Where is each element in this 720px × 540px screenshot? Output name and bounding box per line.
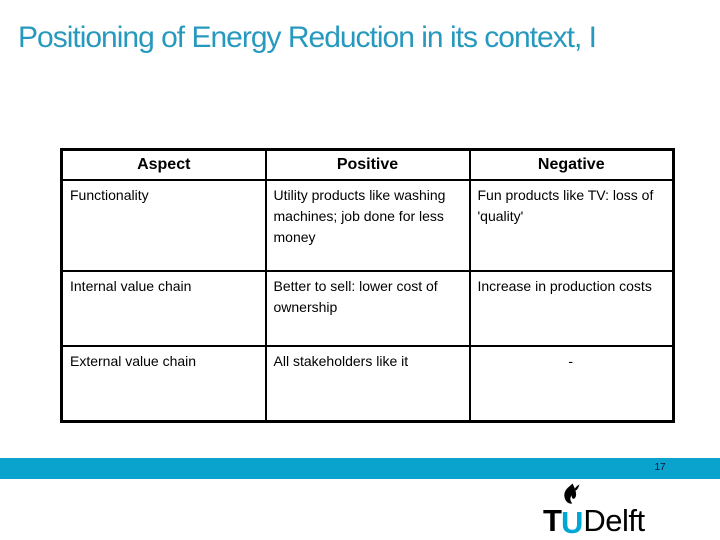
header-negative: Negative xyxy=(468,148,675,181)
positive-cell: Utility products like washing machines; … xyxy=(264,178,471,272)
table-header-row: Aspect Positive Negative xyxy=(60,148,675,181)
logo-letter-t: T xyxy=(543,503,562,538)
logo-text-delft: Delft xyxy=(583,503,645,538)
negative-cell: Increase in production costs xyxy=(468,269,675,347)
header-positive: Positive xyxy=(264,148,471,181)
flame-icon xyxy=(556,483,586,508)
footer-bar xyxy=(0,458,720,479)
logo-letter-u: U xyxy=(560,505,584,540)
aspect-cell: Functionality xyxy=(60,178,267,272)
positive-cell: Better to sell: lower cost of ownership xyxy=(264,269,471,347)
aspect-cell: External value chain xyxy=(60,344,267,423)
logo-text: TUDelft xyxy=(543,503,645,540)
aspect-cell: Internal value chain xyxy=(60,269,267,347)
table-row: Internal value chain Better to sell: low… xyxy=(60,269,675,347)
tu-delft-logo: TUDelft xyxy=(543,482,673,540)
header-aspect: Aspect xyxy=(60,148,267,181)
negative-cell: - xyxy=(468,344,675,423)
page-number: 17 xyxy=(654,462,666,473)
table-row: Functionality Utility products like wash… xyxy=(60,178,675,272)
table-row: External value chain All stakeholders li… xyxy=(60,344,675,423)
slide-title: Positioning of Energy Reduction in its c… xyxy=(18,21,597,54)
comparison-table: Aspect Positive Negative Functionality U… xyxy=(60,148,675,423)
positive-cell: All stakeholders like it xyxy=(264,344,471,423)
negative-cell: Fun products like TV: loss of 'quality' xyxy=(468,178,675,272)
